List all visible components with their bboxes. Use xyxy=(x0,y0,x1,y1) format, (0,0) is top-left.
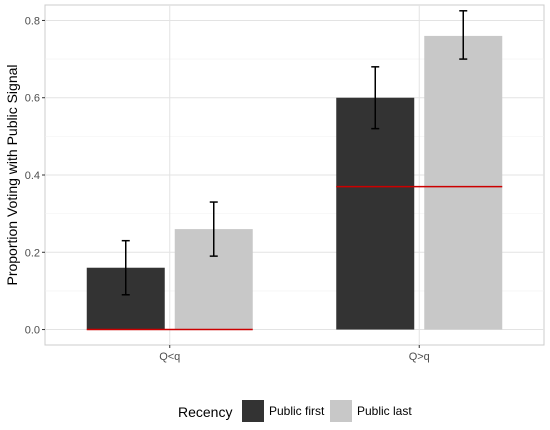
bar xyxy=(424,35,503,330)
y-tick-label: 0.0 xyxy=(25,325,40,337)
y-tick-label: 0.6 xyxy=(25,93,40,105)
bars xyxy=(86,35,503,330)
x-axis-ticks: Q<q Q>q xyxy=(159,345,430,363)
error-bars xyxy=(121,10,468,296)
x-tick-label: Q>q xyxy=(409,351,430,363)
legend-label: Public first xyxy=(269,404,325,418)
legend-key xyxy=(242,400,264,422)
y-tick-label: 0.8 xyxy=(25,15,40,27)
legend-title: Recency xyxy=(178,404,232,420)
reference-lines xyxy=(86,185,503,331)
x-tick-label: Q<q xyxy=(159,351,180,363)
bar xyxy=(336,97,415,330)
y-axis-title: Proportion Voting with Public Signal xyxy=(4,64,20,285)
y-tick-label: 0.2 xyxy=(25,247,40,259)
legend-label: Public last xyxy=(357,404,412,418)
legend-key xyxy=(330,400,352,422)
legend: Recency Public first Public last xyxy=(178,400,412,422)
y-tick-label: 0.4 xyxy=(25,170,40,182)
y-axis-ticks: 0.0 0.2 0.4 0.6 0.8 xyxy=(25,15,45,337)
